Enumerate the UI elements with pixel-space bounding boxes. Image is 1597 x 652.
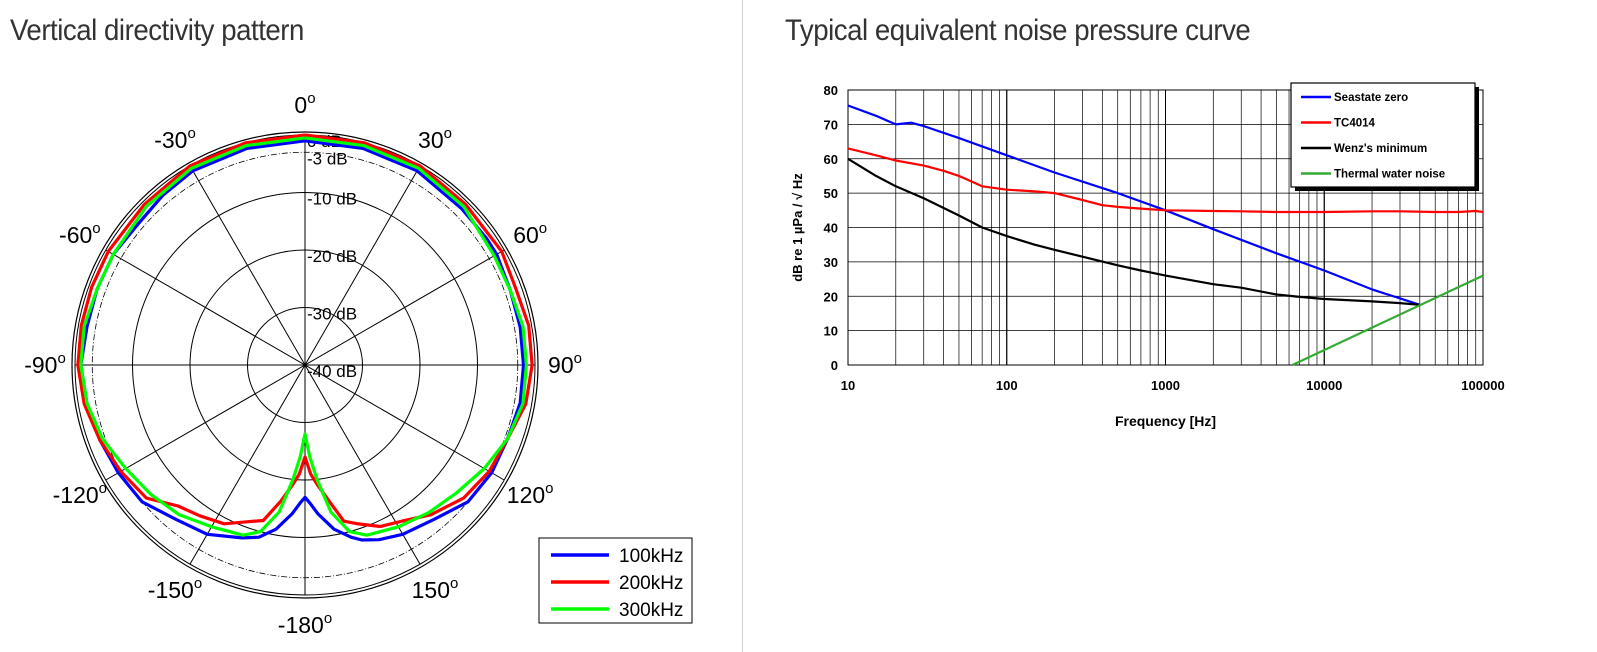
polar-legend-label: 200kHz — [619, 573, 683, 594]
noise-x-tick-label: 10000 — [1306, 378, 1342, 393]
noise-legend-label: Thermal water noise — [1334, 169, 1445, 181]
noise-y-tick-label: 80 — [824, 83, 838, 98]
noise-series-thermal-water-noise — [1291, 274, 1484, 366]
polar-series-100kHz — [79, 139, 526, 542]
noise-y-tick-label: 30 — [824, 255, 838, 270]
noise-y-tick-label: 70 — [824, 117, 838, 132]
polar-chart: 0 dB-3 dB-10 dB-20 dB-30 dB-40 dB0o30o60… — [24, 90, 693, 638]
polar-angle-label: 120o — [507, 480, 554, 508]
polar-angle-label: 0o — [294, 90, 315, 118]
noise-series-tc4014 — [847, 147, 1484, 214]
polar-angle-label: -30o — [154, 125, 196, 153]
polar-radial-label: -20 dB — [307, 247, 357, 266]
polar-spoke — [189, 165, 421, 565]
polar-angle-label: -90o — [24, 350, 66, 378]
noise-y-tick-label: 20 — [824, 289, 838, 304]
polar-angle-label: -150o — [148, 575, 202, 603]
polar-legend-label: 100kHz — [619, 546, 683, 567]
noise-x-tick-label: 100000 — [1461, 378, 1504, 393]
noise-x-tick-label: 1000 — [1151, 378, 1180, 393]
noise-legend-label: TC4014 — [1334, 118, 1376, 130]
polar-angle-label: -60o — [59, 220, 101, 248]
polar-radial-label: -3 dB — [307, 149, 348, 168]
polar-angle-label: 90o — [548, 350, 582, 378]
polar-series-300kHz — [79, 136, 528, 537]
noise-y-axis-label: dB re 1 µPa / √ Hz — [790, 173, 805, 282]
polar-legend-label: 300kHz — [619, 600, 683, 621]
noise-x-axis-label: Frequency [Hz] — [1115, 413, 1216, 429]
polar-angle-label: -120o — [53, 480, 107, 508]
polar-radial-label: -40 dB — [307, 362, 357, 381]
noise-legend-label: Seastate zero — [1334, 92, 1408, 104]
panel-divider — [742, 0, 743, 652]
noise-y-tick-label: 0 — [831, 358, 838, 373]
noise-y-tick-label: 40 — [824, 221, 838, 236]
noise-chart-title: Typical equivalent noise pressure curve — [785, 14, 1251, 47]
noise-y-tick-label: 10 — [824, 324, 838, 339]
polar-chart-title: Vertical directivity pattern — [10, 14, 304, 47]
noise-legend-label: Wenz's minimum — [1334, 143, 1427, 155]
noise-legend — [1290, 82, 1476, 188]
polar-angle-label: 30o — [418, 125, 452, 153]
polar-radial-label: -30 dB — [307, 305, 357, 324]
polar-series-200kHz — [76, 133, 534, 529]
noise-series-wenz-s-minimum — [847, 157, 1420, 306]
polar-radial-label: -10 dB — [307, 190, 357, 209]
noise-y-tick-label: 60 — [824, 152, 838, 167]
polar-angle-label: 150o — [412, 575, 459, 603]
noise-x-tick-label: 10 — [841, 378, 855, 393]
polar-outer-ring — [71, 131, 539, 599]
polar-angle-label: -180o — [278, 610, 332, 638]
polar-angle-label: 60o — [513, 220, 547, 248]
noise-series-seastate-zero — [847, 104, 1421, 306]
noise-y-tick-label: 50 — [824, 186, 838, 201]
noise-x-tick-label: 100 — [996, 378, 1018, 393]
noise-plot-frame — [847, 89, 1484, 366]
